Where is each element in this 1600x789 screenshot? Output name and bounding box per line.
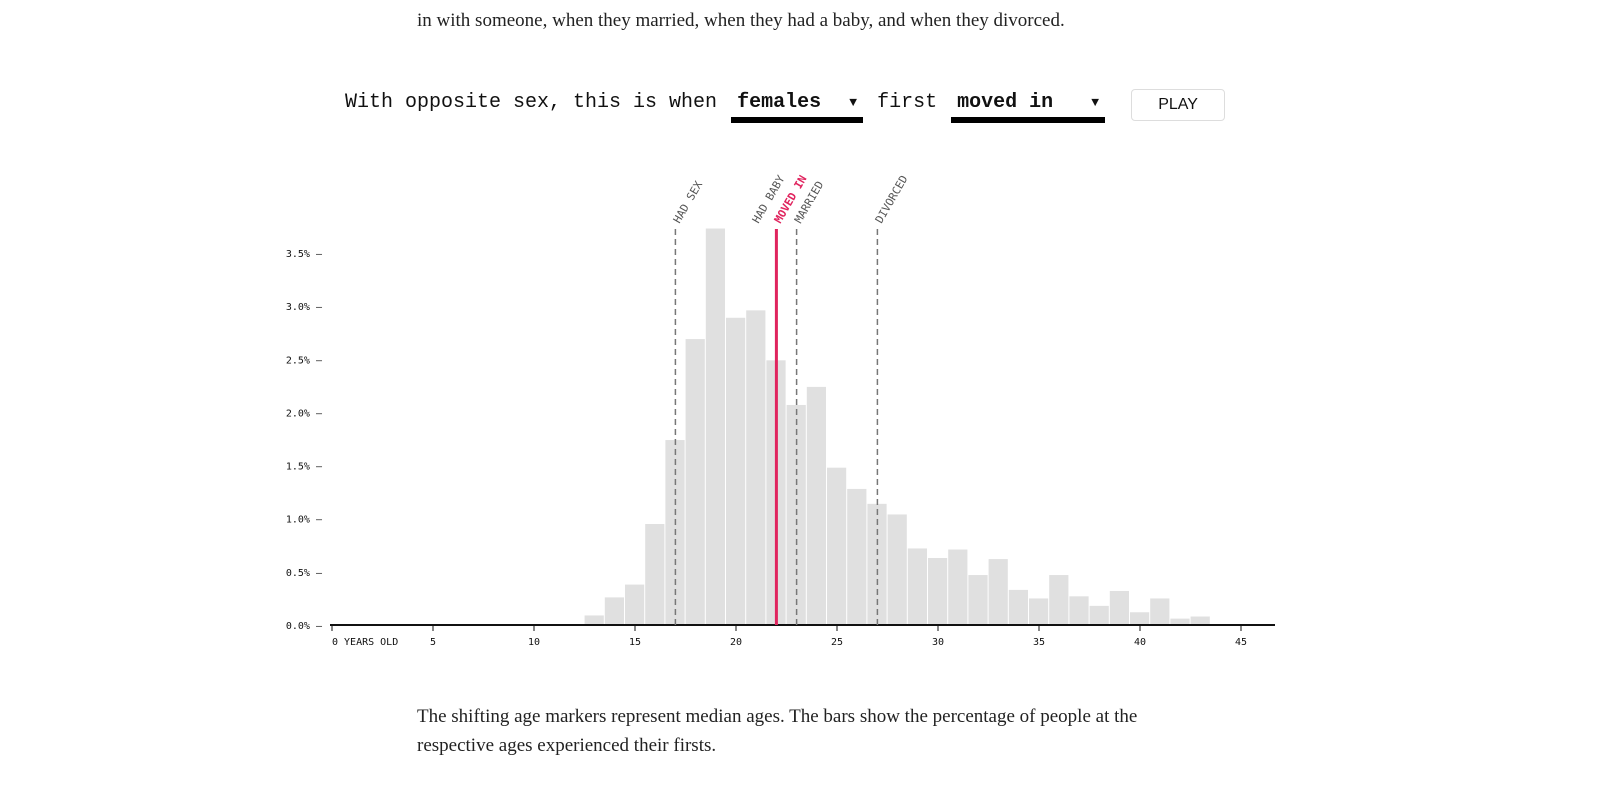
x-tick-label: 5 — [430, 637, 436, 648]
event-value: moved in — [957, 91, 1054, 114]
x-tick-label: 40 — [1134, 637, 1146, 648]
y-tick-label: 0.0% – — [286, 621, 323, 632]
bar-age-18 — [685, 339, 705, 625]
bar-age-35 — [1029, 598, 1049, 625]
bar-age-30 — [928, 558, 948, 625]
y-tick-label: 3.0% – — [286, 302, 323, 313]
marker-label: HAD SEX — [671, 179, 706, 226]
caret-down-icon: ▼ — [1091, 95, 1100, 110]
event-dropdown[interactable]: moved in ▼ — [951, 86, 1106, 123]
bar-age-28 — [887, 514, 907, 625]
bar-age-36 — [1049, 575, 1069, 625]
x-tick-label: 10 — [528, 637, 540, 648]
bar-age-20 — [726, 317, 746, 625]
bar-age-33 — [988, 559, 1008, 625]
x-tick-label: 30 — [932, 637, 944, 648]
bar-age-14 — [604, 597, 624, 625]
bar-age-24 — [806, 386, 826, 625]
bar-age-41 — [1150, 598, 1170, 625]
bar-age-15 — [625, 584, 645, 625]
bar-age-43 — [1190, 616, 1210, 625]
x-tick-label: 0 YEARS OLD — [332, 637, 398, 648]
x-tick-label: 25 — [831, 637, 843, 648]
filter-controls: With opposite sex, this is when females … — [345, 86, 1226, 123]
x-tick-label: 20 — [730, 637, 742, 648]
y-tick-label: 1.0% – — [286, 515, 323, 526]
bar-age-32 — [968, 575, 988, 625]
y-tick-label: 2.0% – — [286, 408, 323, 419]
bar-age-26 — [847, 488, 867, 625]
sex-value: females — [737, 91, 822, 114]
bar-age-19 — [705, 228, 725, 625]
marker-label: DIVORCED — [873, 173, 911, 225]
bar-age-37 — [1069, 596, 1089, 625]
bar-age-31 — [948, 549, 968, 625]
intro-text: in with someone, when they married, when… — [417, 10, 1065, 31]
bar-age-29 — [907, 548, 927, 625]
y-tick-label: 3.5% – — [286, 249, 323, 260]
y-tick-label: 0.5% – — [286, 568, 323, 579]
x-tick-label: 15 — [629, 637, 641, 648]
y-tick-label: 1.5% – — [286, 462, 323, 473]
caption-text: The shifting age markers represent media… — [417, 706, 1138, 756]
play-button[interactable]: PLAY — [1131, 89, 1226, 121]
caret-down-icon: ▼ — [849, 95, 858, 110]
bar-age-16 — [645, 524, 665, 625]
controls-middle: first — [877, 91, 938, 114]
sex-dropdown[interactable]: females ▼ — [731, 86, 864, 123]
bar-age-21 — [746, 310, 766, 625]
bar-age-13 — [584, 615, 604, 625]
x-tick-label: 35 — [1033, 637, 1045, 648]
bar-age-40 — [1130, 612, 1150, 625]
controls-prefix: With opposite sex, this is when — [345, 91, 718, 114]
bar-age-42 — [1170, 618, 1190, 625]
bar-age-38 — [1089, 605, 1109, 625]
y-tick-label: 2.5% – — [286, 355, 323, 366]
bar-age-25 — [827, 467, 847, 625]
x-tick-label: 45 — [1235, 637, 1247, 648]
bar-age-39 — [1109, 590, 1129, 625]
bar-age-34 — [1008, 589, 1028, 625]
